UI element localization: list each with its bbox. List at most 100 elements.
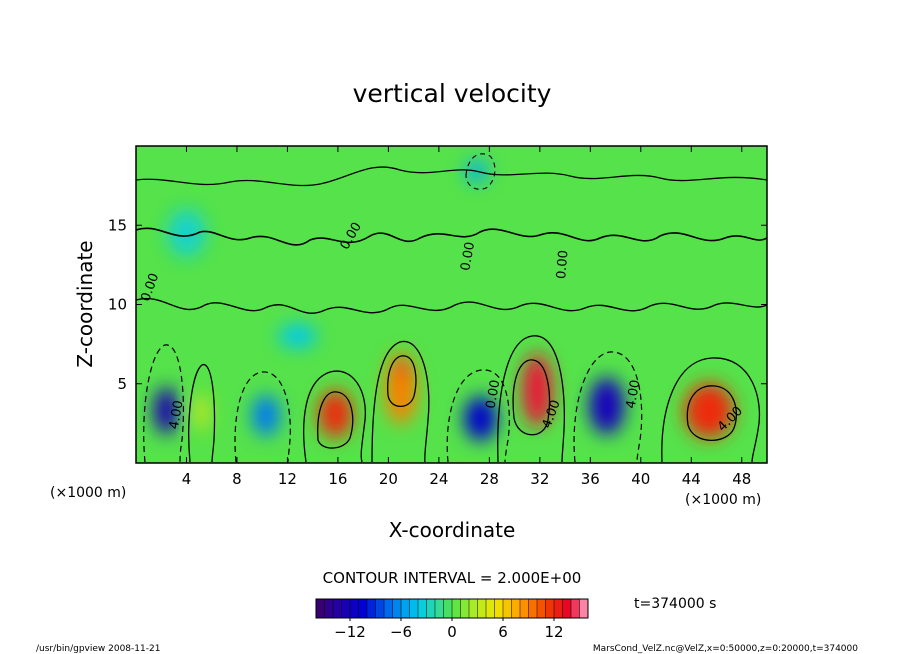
colorbar-tick-label: 0	[447, 623, 457, 641]
heatmap-cell	[318, 390, 353, 438]
contour-updraft-32-outer	[497, 335, 565, 463]
footer-left: /usr/bin/gpview 2008-11-21	[36, 644, 160, 654]
x-axis-ticks: 4 8 12 16 20 24 28 32 36 40 44 48	[182, 146, 751, 488]
contour-downdraft-10	[234, 371, 291, 463]
y-tick-label: 15	[108, 216, 127, 234]
contour-downdraft-37	[573, 351, 643, 463]
x-tick-label: 20	[379, 470, 398, 488]
colorbar-swatch	[494, 599, 504, 618]
contour-updraft-45-outer	[661, 357, 761, 463]
colorbar-swatch	[469, 599, 478, 618]
contour-downdraft-3	[143, 344, 184, 463]
heatmap-cells	[153, 160, 734, 441]
contour-interval-text: CONTOUR INTERVAL = 2.000E+00	[323, 569, 582, 587]
colorbar-swatch	[367, 599, 376, 618]
contour-updraft-45-inner	[686, 385, 738, 441]
colorbar-tick-label: 6	[498, 623, 508, 641]
colorbar-swatch	[452, 599, 461, 618]
time-label: t=374000 s	[634, 596, 716, 612]
heatmap-cell	[153, 386, 179, 435]
contour-downdraft-27-top	[465, 153, 496, 190]
heatmap-cell	[278, 324, 317, 349]
colorbar-swatch	[545, 599, 555, 618]
heatmap-cell	[252, 394, 280, 437]
heatmap-cell	[464, 396, 497, 441]
colorbar-swatch	[528, 599, 538, 618]
colorbar-swatch	[486, 599, 495, 618]
x-tick-label: 24	[429, 470, 448, 488]
x-tick-label: 8	[232, 470, 242, 488]
y-axis-label: Z-coordinate	[73, 240, 97, 367]
contour-zero-mid	[136, 297, 767, 314]
colorbar-swatch	[418, 599, 427, 618]
plot-area: 0.000.000.00 0.000.004.00 4.004.004.00	[135, 145, 768, 464]
colorbar-swatch	[520, 599, 529, 618]
x-tick-label: 44	[682, 470, 701, 488]
heatmap-cell	[194, 393, 209, 432]
x-tick-label: 12	[278, 470, 297, 488]
colorbar-swatch	[511, 599, 521, 618]
colorbar-swatch	[358, 599, 368, 618]
plot-background	[136, 146, 767, 463]
colorbar-swatch	[477, 599, 487, 618]
colorbar-swatch	[460, 599, 470, 618]
contour-updraft-21-inner	[387, 355, 417, 408]
colorbar-swatch	[554, 599, 563, 618]
contour-downdraft-27	[446, 369, 510, 463]
colorbar-swatch	[316, 599, 325, 618]
heatmap-cell	[396, 358, 408, 378]
colorbar-swatch	[435, 599, 444, 618]
colorbar-swatch	[443, 599, 453, 618]
chart-title: vertical velocity	[353, 79, 552, 108]
contour-top	[136, 166, 767, 187]
colorbar-swatch	[401, 599, 410, 618]
x-tick-label: 48	[732, 470, 751, 488]
colorbar-swatch	[409, 599, 419, 618]
colorbar-swatch	[324, 599, 334, 618]
x-tick-label: 4	[182, 470, 192, 488]
colorbar	[315, 598, 589, 619]
x-tick-label: 36	[581, 470, 600, 488]
x-tick-label: 28	[480, 470, 499, 488]
contour-label: 0.00	[554, 249, 571, 279]
colorbar-swatch	[350, 599, 359, 618]
colorbar-tick-label: −6	[390, 623, 412, 641]
contour-label: 0.00	[484, 379, 504, 410]
x-tick-label: 40	[631, 470, 650, 488]
colorbar-swatch	[537, 599, 546, 618]
x-tick-label: 32	[530, 470, 549, 488]
contour-updraft-16-inner	[317, 391, 354, 449]
contour-label: 4.00	[167, 399, 187, 430]
colorbar-tick-label: −12	[334, 623, 366, 641]
colorbar-swatch	[426, 599, 436, 618]
contour-updraft-16-outer	[303, 370, 366, 463]
colorbar-swatch	[341, 599, 351, 618]
colorbar-swatch	[571, 599, 580, 618]
x-unit-left: (×1000 m)	[50, 485, 126, 501]
heatmap-cell	[167, 209, 206, 257]
y-tick-label: 10	[108, 296, 127, 314]
footer-right: MarsCond_VelZ.nc@VelZ,x=0:50000,z=0:2000…	[593, 644, 858, 654]
heatmap-cell	[589, 377, 625, 435]
heatmap-cell	[385, 352, 417, 425]
colorbar-ticks: −12 −6 0 6 12	[334, 618, 564, 641]
x-tick-label: 16	[328, 470, 347, 488]
colorbar-swatch	[503, 599, 512, 618]
y-tick-label: 5	[117, 375, 127, 393]
colorbar-swatch	[392, 599, 402, 618]
colorbar-swatch	[562, 599, 572, 618]
contour-label: 0.00	[458, 241, 478, 272]
x-axis-label: X-coordinate	[389, 518, 516, 542]
x-unit-right: (×1000 m)	[685, 492, 761, 508]
colorbar-swatch	[579, 599, 589, 618]
contour-updraft-5	[188, 364, 216, 463]
colorbar-swatch	[333, 599, 342, 618]
contour-updraft-21-outer	[371, 340, 430, 463]
colorbar-tick-label: 12	[544, 623, 563, 641]
colorbar-swatch	[375, 599, 385, 618]
y-axis-ticks: 5 10 15	[108, 216, 767, 393]
colorbar-swatch	[384, 599, 393, 618]
contour-updraft-32-inner	[512, 359, 551, 436]
contour-lines	[136, 153, 767, 463]
